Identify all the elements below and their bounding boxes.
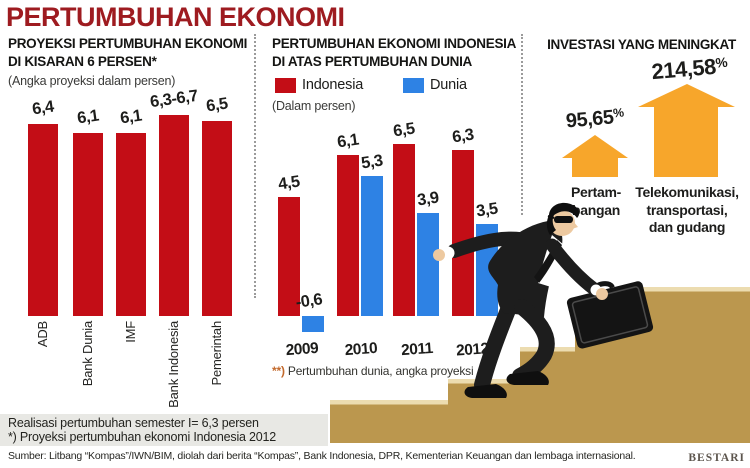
businessman-illustration — [433, 202, 654, 398]
legend-label-dunia: Dunia — [430, 77, 467, 93]
middle-heading-line2: DI ATAS PERTUMBUHAN DUNIA — [272, 53, 472, 69]
legend-swatch-indonesia — [275, 78, 296, 93]
left-panel-heading: PROYEKSI PERTUMBUHAN EKONOMI DI KISARAN … — [8, 35, 258, 71]
investment-category-label: Pertam-bangan — [570, 184, 622, 218]
investment-category-label: Telekomunikasi, transportasi, dan gudang — [635, 184, 739, 235]
vertical-divider-right — [521, 34, 523, 215]
up-arrow-icon-small — [562, 135, 628, 177]
middle-heading-line1: PERTUMBUHAN EKONOMI INDONESIA — [272, 36, 517, 51]
credit-logo: BESTARI — [688, 452, 745, 464]
bar-imf — [116, 133, 146, 316]
front-leg — [512, 299, 555, 384]
bar-value-label: 6,3 — [451, 125, 475, 147]
rear-shoe — [464, 384, 507, 398]
bar-indonesia-2009 — [278, 197, 300, 316]
bar-value-label: 6,1 — [336, 130, 360, 152]
middle-panel-heading: PERTUMBUHAN EKONOMI INDONESIA DI ATAS PE… — [272, 35, 522, 71]
footnote-proyeksi: *) Proyeksi pertumbuhan ekonomi Indonesi… — [8, 430, 277, 444]
bar-bank-indonesia — [159, 115, 189, 316]
bar-indonesia-2011 — [393, 144, 415, 316]
footnote-box: Realisasi pertumbuhan semester I= 6,3 pe… — [0, 414, 328, 446]
right-panel-heading: INVESTASI YANG MENINGKAT — [547, 37, 736, 52]
bar-value-label: 4,5 — [277, 172, 301, 194]
bar-adb — [28, 124, 58, 316]
middle-panel-subtitle: (Dalam persen) — [272, 99, 356, 113]
nose — [572, 221, 578, 229]
front-shoe — [506, 371, 549, 385]
investment-arrows — [562, 84, 735, 177]
bar-dunia-2010 — [361, 176, 383, 316]
category-label: Pemerintah — [209, 321, 224, 386]
left-panel-subtitle: (Angka proyeksi dalam persen) — [8, 74, 176, 88]
footnote-realisasi: Realisasi pertumbuhan semester I= 6,3 pe… — [8, 416, 259, 430]
bar-indonesia-2010 — [337, 155, 359, 316]
middle-footnote-text: Pertumbuhan dunia, angka proyeksi — [287, 364, 474, 378]
source-line: Sumber: Litbang “Kompas”/IWN/BIM, diolah… — [8, 450, 636, 462]
left-heading-line1: PROYEKSI PERTUMBUHAN EKONOMI — [8, 36, 248, 51]
briefcase-icon — [566, 281, 654, 349]
sunglasses-temple — [547, 215, 555, 219]
category-label: Bank Dunia — [80, 321, 95, 387]
category-label: ADB — [35, 321, 50, 348]
sunglasses-icon — [554, 216, 573, 223]
bar-value-label: 5,3 — [360, 151, 384, 173]
suit-jacket — [488, 221, 563, 317]
businessman — [433, 202, 654, 398]
bar-bank-dunia — [73, 133, 103, 316]
page-title: PERTUMBUHAN EKONOMI — [6, 2, 345, 32]
bar-dunia-2011 — [417, 213, 439, 316]
legend-label-indonesia: Indonesia — [302, 77, 364, 93]
up-arrow-icon-large — [638, 84, 735, 177]
hair-back — [546, 215, 556, 235]
bar-pemerintah — [202, 121, 232, 316]
rear-hand — [433, 249, 445, 261]
front-arm — [545, 238, 601, 296]
category-label: IMF — [123, 321, 138, 343]
double-asterisk-mark: **) — [272, 364, 285, 378]
hair — [549, 202, 580, 218]
rear-leg — [474, 297, 518, 393]
bar-indonesia-2012 — [452, 150, 474, 316]
left-heading-line2: DI KISARAN 6 PERSEN* — [8, 53, 157, 69]
front-hand — [596, 288, 608, 300]
vertical-divider-left — [254, 34, 256, 298]
legend-swatch-dunia — [403, 78, 424, 93]
bar-dunia-2009 — [302, 316, 324, 332]
bar-value-label: 6,5 — [392, 119, 416, 141]
middle-chart-footnote: **) Pertumbuhan dunia, angka proyeksi — [272, 364, 474, 378]
category-label: Bank Indonesia — [166, 321, 181, 408]
